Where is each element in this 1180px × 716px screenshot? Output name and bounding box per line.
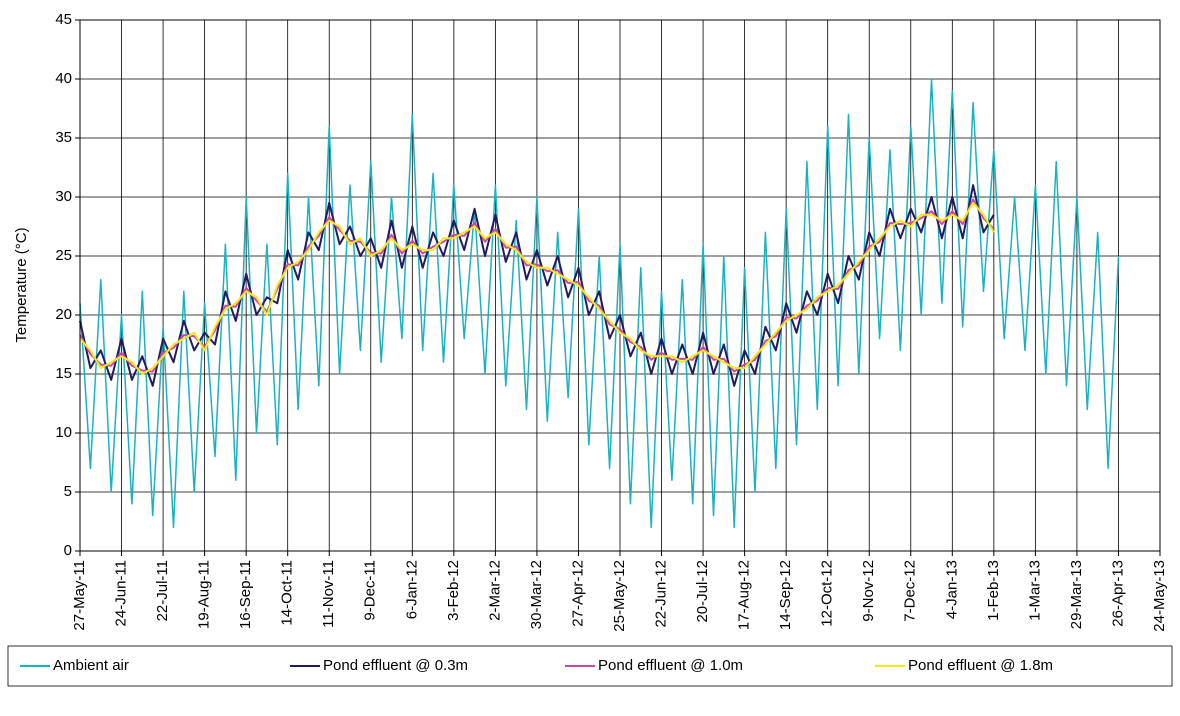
- x-tick-label: 14-Sep-12: [777, 560, 794, 630]
- y-tick-label: 30: [55, 188, 72, 205]
- y-axis-label: Temperature (°C): [13, 227, 30, 342]
- x-tick-label: 24-May-13: [1151, 560, 1168, 632]
- y-tick-label: 0: [64, 542, 72, 559]
- legend-label: Pond effluent @ 1.8m: [908, 657, 1053, 674]
- x-tick-label: 9-Dec-11: [362, 560, 379, 621]
- y-tick-label: 40: [55, 70, 72, 87]
- y-tick-label: 20: [55, 306, 72, 323]
- x-tick-label: 1-Mar-13: [1026, 560, 1043, 621]
- plot-frame: [79, 19, 1161, 552]
- x-tick-label: 9-Nov-12: [860, 560, 877, 622]
- legend-label: Ambient air: [53, 657, 129, 674]
- x-tick-label: 19-Aug-11: [196, 560, 213, 629]
- y-tick-label: 25: [55, 247, 72, 264]
- y-tick-label: 10: [55, 424, 72, 441]
- x-tick-label: 26-Apr-13: [1109, 560, 1126, 627]
- x-tick-label: 20-Jul-12: [694, 560, 711, 623]
- x-tick-label: 25-May-12: [611, 560, 628, 632]
- x-tick-label: 24-Jun-11: [113, 560, 130, 626]
- series-line: [79, 78, 1120, 529]
- x-tick-label: 14-Oct-11: [279, 560, 296, 626]
- x-tick-label: 30-Mar-12: [528, 560, 545, 629]
- series-line: [79, 184, 995, 387]
- x-tick-label: 27-May-11: [71, 560, 88, 631]
- x-tick-label: 7-Dec-12: [902, 560, 919, 622]
- y-tick-label: 5: [64, 483, 72, 500]
- x-tick-label: 6-Jan-12: [403, 560, 420, 619]
- x-tick-label: 3-Feb-12: [445, 560, 462, 621]
- x-tick-label: 22-Jul-11: [154, 560, 171, 621]
- y-tick-label: 45: [55, 11, 72, 28]
- x-tick-label: 4-Jan-13: [943, 560, 960, 619]
- x-tick-label: 29-Mar-13: [1068, 560, 1085, 629]
- x-tick-label: 16-Sep-11: [237, 560, 254, 629]
- x-tick-label: 22-Jun-12: [653, 560, 670, 628]
- y-tick-label: 35: [55, 129, 72, 146]
- x-tick-label: 17-Aug-12: [736, 560, 753, 630]
- x-tick-label: 27-Apr-12: [569, 560, 586, 627]
- y-tick-label: 15: [55, 365, 72, 382]
- legend-label: Pond effluent @ 1.0m: [598, 657, 743, 674]
- x-tick-label: 11-Nov-11: [320, 560, 337, 628]
- series-line: [79, 201, 995, 375]
- x-tick-label: 12-Oct-12: [819, 560, 836, 627]
- legend-label: Pond effluent @ 0.3m: [323, 657, 468, 674]
- x-tick-label: 1-Feb-13: [985, 560, 1002, 621]
- x-tick-label: 2-Mar-12: [486, 560, 503, 621]
